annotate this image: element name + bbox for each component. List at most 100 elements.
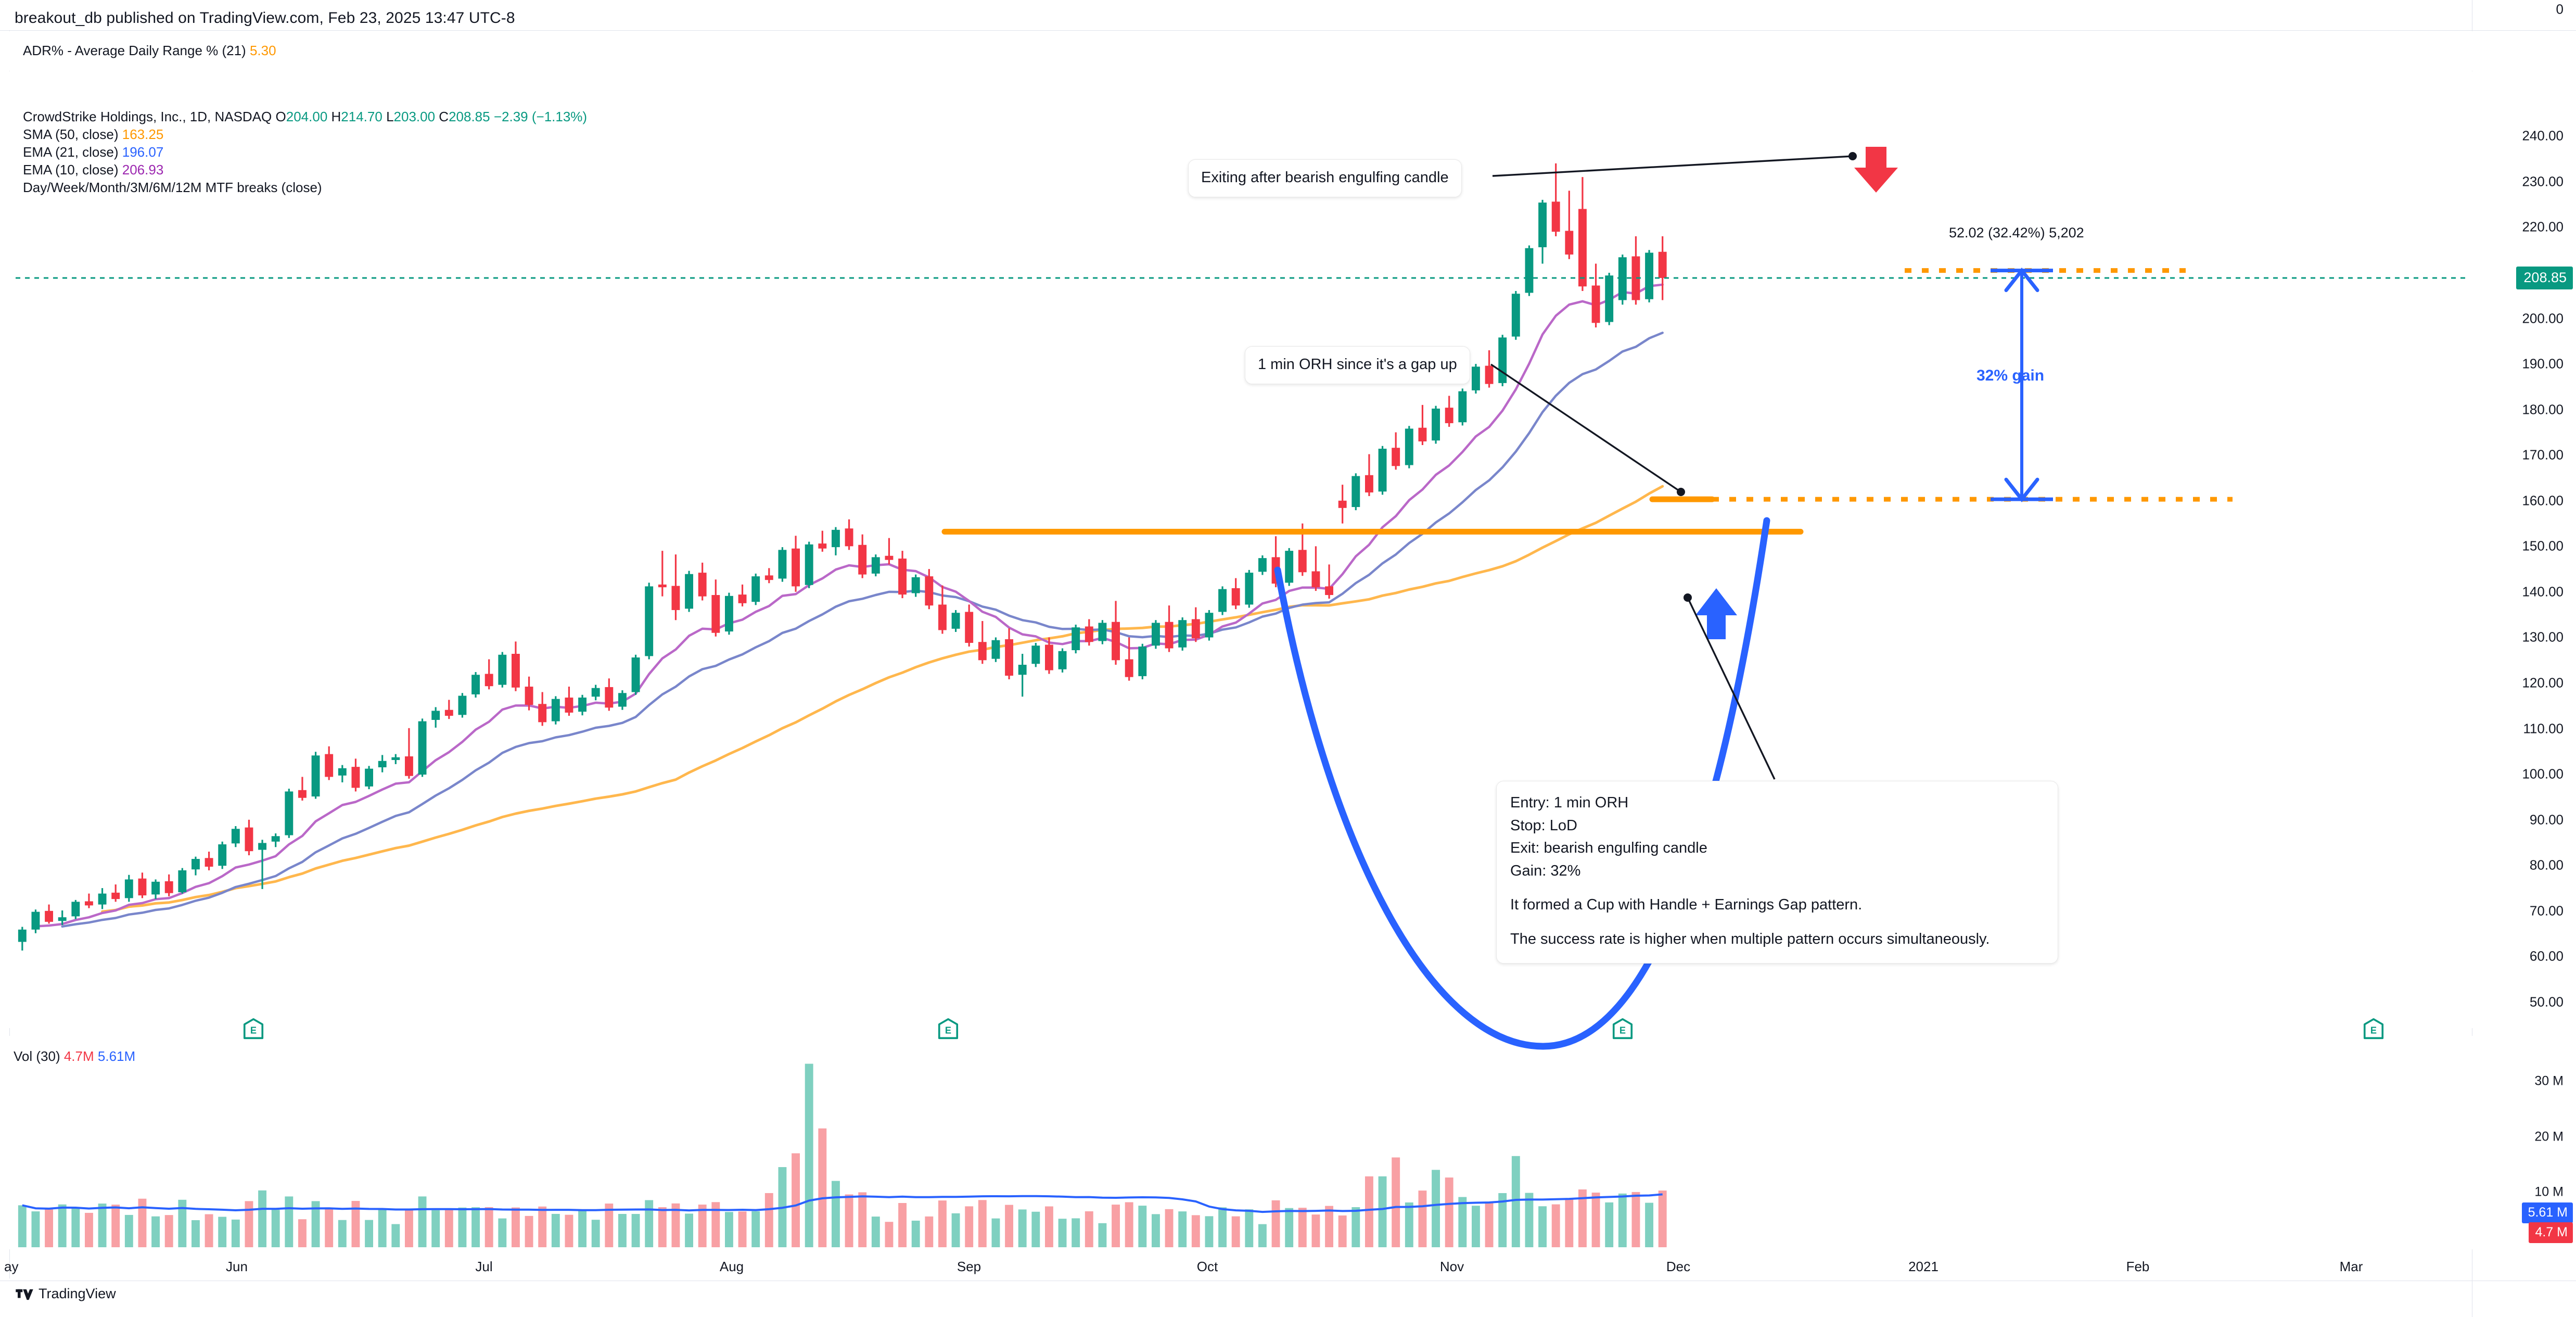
price-axis-tick: 80.00: [2529, 857, 2564, 873]
tradingview-logo[interactable]: TradingView: [16, 1286, 116, 1302]
price-axis-tick: 120.00: [2522, 675, 2564, 691]
volume-legend[interactable]: Vol (30) 4.7M 5.61M: [14, 1047, 135, 1065]
indicator-name: SMA (50, close): [23, 126, 119, 142]
trade-note-exit: Exit: bearish engulfing candle: [1510, 840, 1707, 856]
price-axis-tick: 170.00: [2522, 447, 2564, 463]
price-pane[interactable]: CrowdStrike Holdings, Inc., 1D, NASDAQ O…: [0, 71, 2576, 1028]
price-axis-tick: 180.00: [2522, 401, 2564, 417]
price-axis-tick: 240.00: [2522, 128, 2564, 144]
ohlc-o-value: 204.00: [286, 109, 328, 124]
svg-text:E: E: [2370, 1025, 2377, 1035]
ohlc-h-value: 214.70: [341, 109, 382, 124]
ohlc-l-label: L: [386, 109, 394, 124]
earnings-marker[interactable]: E: [936, 1017, 960, 1041]
volume-legend-label: Vol (30): [14, 1048, 60, 1064]
svg-text:E: E: [250, 1025, 257, 1035]
time-axis-tick: Dec: [1666, 1259, 1691, 1274]
indicator-row-mtf-breaks[interactable]: Day/Week/Month/3M/6M/12M MTF breaks (clo…: [23, 179, 587, 196]
adr-legend[interactable]: ADR% - Average Daily Range % (21) 5.30: [23, 42, 276, 59]
time-axis-tick: Oct: [1196, 1259, 1218, 1274]
indicator-name: Day/Week/Month/3M/6M/12M MTF breaks (clo…: [23, 180, 322, 195]
adr-legend-value: 5.30: [249, 43, 276, 58]
earnings-badge-icon: E: [2364, 1018, 2384, 1040]
trade-note-success: The success rate is higher when multiple…: [1510, 930, 1990, 947]
entry-callout[interactable]: 1 min ORH since it's a gap up: [1245, 346, 1470, 385]
trade-note-entry: Entry: 1 min ORH: [1510, 794, 1629, 811]
time-axis-tick: 2021: [1908, 1259, 1939, 1274]
time-axis-tick: Aug: [719, 1259, 744, 1274]
volume-legend-value-red: 4.7M: [63, 1048, 94, 1064]
earnings-marker[interactable]: E: [241, 1017, 265, 1041]
trade-note-stop: Stop: LoD: [1510, 817, 1577, 834]
ohlc-h-label: H: [331, 109, 341, 124]
time-axis-tick: ay: [4, 1259, 19, 1274]
price-axis-tick: 70.00: [2529, 903, 2564, 919]
indicator-value: 196.07: [122, 144, 164, 160]
earnings-badge-icon: E: [938, 1018, 958, 1040]
spacer: [1510, 917, 2044, 928]
ohlc-c-value: 208.85: [449, 109, 490, 124]
price-axis-tick: 50.00: [2529, 994, 2564, 1010]
symbol-legend-row[interactable]: CrowdStrike Holdings, Inc., 1D, NASDAQ O…: [23, 108, 587, 125]
price-axis-tick: 160.00: [2522, 492, 2564, 509]
time-axis-tick: Feb: [2126, 1259, 2150, 1274]
publish-line: breakout_db published on TradingView.com…: [15, 9, 515, 27]
price-axis-tick: 140.00: [2522, 584, 2564, 600]
price-axis-tick: 110.00: [2523, 720, 2564, 737]
volume-axis-tick: 10 M: [2534, 1184, 2564, 1199]
volume-last-badge[interactable]: 4.7 M: [2529, 1222, 2573, 1244]
earnings-marker[interactable]: E: [2362, 1017, 2386, 1041]
indicator-name: EMA (10, close): [23, 162, 119, 178]
indicator-name: EMA (21, close): [23, 144, 119, 160]
measurement-label: 52.02 (32.42%) 5,202: [1949, 225, 2084, 240]
tradingview-wordmark: TradingView: [39, 1286, 116, 1301]
indicator-row-ema21[interactable]: EMA (21, close) 196.07: [23, 143, 587, 161]
adr-price-axis[interactable]: 0: [2472, 2, 2576, 71]
time-axis-tick: Mar: [2339, 1259, 2363, 1274]
volume-legend-value-blue: 5.61M: [97, 1048, 136, 1064]
price-axis-tick: 90.00: [2529, 812, 2564, 828]
adr-pane: ADR% - Average Daily Range % (21) 5.30 0: [0, 2, 2576, 71]
earnings-badge-icon: E: [1613, 1018, 1633, 1040]
volume-pane[interactable]: Vol (30) 4.7M 5.61M 30 M 20 M 10 M 5.61 M 4.…: [0, 1036, 2576, 1249]
time-axis-tick: Nov: [1439, 1259, 1464, 1274]
adr-legend-label: ADR% - Average Daily Range % (21): [23, 43, 246, 58]
price-axis-tick: 130.00: [2522, 629, 2564, 645]
volume-ma-badge[interactable]: 5.61 M: [2521, 1202, 2573, 1224]
price-axis-tick: 150.00: [2522, 538, 2564, 554]
trade-note-pattern: It formed a Cup with Handle + Earnings G…: [1510, 896, 1863, 913]
price-axis-tick: 190.00: [2522, 356, 2564, 372]
trade-note-callout[interactable]: Entry: 1 min ORH Stop: LoD Exit: bearish…: [1496, 781, 2058, 964]
price-legend[interactable]: CrowdStrike Holdings, Inc., 1D, NASDAQ O…: [23, 108, 587, 196]
price-axis-tick: 60.00: [2529, 948, 2564, 964]
price-axis-tick: 100.00: [2522, 766, 2564, 782]
earnings-badge-icon: E: [244, 1018, 264, 1040]
ohlc-l-value: 203.00: [393, 109, 436, 124]
exit-callout-text: Exiting after bearish engulfing candle: [1201, 169, 1449, 186]
earnings-marker[interactable]: E: [1611, 1017, 1635, 1041]
trade-note-gain: Gain: 32%: [1510, 862, 1581, 879]
ohlc-c-label: C: [439, 109, 449, 124]
svg-text:E: E: [1619, 1025, 1626, 1035]
price-axis-tick: 220.00: [2522, 219, 2564, 235]
indicator-value: 163.25: [122, 126, 164, 142]
time-axis[interactable]: ay Jun Jul Aug Sep Oct Nov Dec 2021 Feb Mar: [0, 1249, 2472, 1290]
entry-callout-text: 1 min ORH since it's a gap up: [1258, 356, 1457, 373]
pane-divider-top: [0, 30, 2576, 31]
gain-label: 32% gain: [1976, 367, 2045, 384]
ohlc-o-label: O: [275, 109, 286, 124]
last-price-badge[interactable]: 208.85: [2516, 267, 2573, 290]
indicator-value: 206.93: [122, 162, 164, 178]
exit-callout[interactable]: Exiting after bearish engulfing candle: [1188, 159, 1462, 198]
price-axis-tick: 230.00: [2522, 173, 2564, 189]
spacer: [1510, 882, 2044, 894]
ohlc-change: −2.39 (−1.13%): [493, 109, 588, 124]
time-axis-tick: Jun: [226, 1259, 248, 1274]
volume-axis[interactable]: 30 M 20 M 10 M 5.61 M 4.7 M: [2472, 1036, 2576, 1249]
indicator-row-sma50[interactable]: SMA (50, close) 163.25: [23, 125, 587, 143]
price-axis[interactable]: 240.00230.00220.00210.00200.00190.00180.…: [2472, 71, 2576, 1028]
time-axis-tick: Jul: [475, 1259, 493, 1274]
indicator-row-ema10[interactable]: EMA (10, close) 206.93: [23, 161, 587, 179]
tradingview-glyph-icon: [16, 1289, 33, 1300]
symbol-title: CrowdStrike Holdings, Inc., 1D, NASDAQ: [23, 109, 272, 124]
